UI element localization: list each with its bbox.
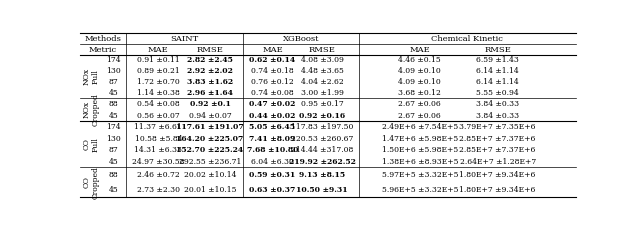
- Text: 5.96E+5 ±3.32E+5: 5.96E+5 ±3.32E+5: [381, 186, 458, 194]
- Text: 6.59 ±1.43: 6.59 ±1.43: [476, 56, 519, 64]
- Text: 10.58 ±5.84: 10.58 ±5.84: [134, 135, 182, 143]
- Text: 117.83 ±197.50: 117.83 ±197.50: [291, 123, 353, 131]
- Text: 2.73 ±2.30: 2.73 ±2.30: [137, 186, 180, 194]
- Text: 0.94 ±0.07: 0.94 ±0.07: [189, 112, 231, 119]
- Text: CO
Cropped: CO Cropped: [83, 166, 99, 199]
- Text: 2.49E+6 ±7.54E+5: 2.49E+6 ±7.54E+5: [381, 123, 458, 131]
- Text: 3.84 ±0.33: 3.84 ±0.33: [476, 100, 519, 108]
- Text: 2.46 ±0.72: 2.46 ±0.72: [137, 171, 180, 179]
- Text: 4.46 ±0.15: 4.46 ±0.15: [398, 56, 441, 64]
- Text: 2.67 ±0.06: 2.67 ±0.06: [398, 112, 441, 119]
- Text: 7.68 ±10.80: 7.68 ±10.80: [246, 146, 298, 154]
- Text: 292.55 ±236.71: 292.55 ±236.71: [179, 158, 241, 166]
- Text: SAINT: SAINT: [170, 35, 198, 43]
- Text: 4.04 ±2.62: 4.04 ±2.62: [301, 78, 344, 86]
- Text: 0.89 ±0.21: 0.89 ±0.21: [137, 67, 180, 75]
- Text: 130: 130: [106, 135, 121, 143]
- Text: RMSE: RMSE: [308, 45, 335, 54]
- Text: 45: 45: [109, 186, 118, 194]
- Text: 0.95 ±0.17: 0.95 ±0.17: [301, 100, 344, 108]
- Text: 5.55 ±0.94: 5.55 ±0.94: [476, 89, 519, 97]
- Text: 87: 87: [109, 146, 118, 154]
- Text: 5.05 ±6.45: 5.05 ±6.45: [250, 123, 296, 131]
- Text: 9.13 ±8.15: 9.13 ±8.15: [299, 171, 345, 179]
- Text: 117.61 ±191.07: 117.61 ±191.07: [176, 123, 244, 131]
- Text: 5.97E+5 ±3.32E+5: 5.97E+5 ±3.32E+5: [381, 171, 458, 179]
- Text: 1.80E+7 ±9.34E+6: 1.80E+7 ±9.34E+6: [460, 171, 536, 179]
- Text: 3.00 ±1.99: 3.00 ±1.99: [301, 89, 344, 97]
- Text: 1.50E+6 ±5.98E+5: 1.50E+6 ±5.98E+5: [381, 146, 458, 154]
- Text: 3.84 ±0.33: 3.84 ±0.33: [476, 112, 519, 119]
- Text: 88: 88: [109, 171, 118, 179]
- Text: 0.63 ±0.37: 0.63 ±0.37: [249, 186, 296, 194]
- Text: 2.67 ±0.06: 2.67 ±0.06: [398, 100, 441, 108]
- Text: 174: 174: [106, 56, 121, 64]
- Text: 3.83 ±1.62: 3.83 ±1.62: [187, 78, 233, 86]
- Text: 45: 45: [109, 158, 118, 166]
- Text: 4.48 ±3.65: 4.48 ±3.65: [301, 67, 344, 75]
- Text: 220.53 ±260.67: 220.53 ±260.67: [291, 135, 353, 143]
- Text: 2.64E+7 ±1.28E+7: 2.64E+7 ±1.28E+7: [460, 158, 536, 166]
- Text: 0.74 ±0.18: 0.74 ±0.18: [251, 67, 294, 75]
- Text: 0.54 ±0.08: 0.54 ±0.08: [137, 100, 180, 108]
- Text: XGBoost: XGBoost: [282, 35, 319, 43]
- Text: 88: 88: [109, 100, 118, 108]
- Text: 24.97 ±30.58: 24.97 ±30.58: [132, 158, 185, 166]
- Text: 0.47 ±0.02: 0.47 ±0.02: [249, 100, 296, 108]
- Text: 130: 130: [106, 67, 121, 75]
- Text: 1.14 ±0.38: 1.14 ±0.38: [137, 89, 180, 97]
- Text: 10.50 ±9.31: 10.50 ±9.31: [296, 186, 348, 194]
- Text: 214.44 ±317.08: 214.44 ±317.08: [291, 146, 353, 154]
- Text: 1.38E+6 ±8.93E+5: 1.38E+6 ±8.93E+5: [381, 158, 458, 166]
- Text: 0.62 ±0.14: 0.62 ±0.14: [250, 56, 296, 64]
- Text: 6.04 ±6.30: 6.04 ±6.30: [251, 158, 294, 166]
- Text: 3.79E+7 ±7.35E+6: 3.79E+7 ±7.35E+6: [460, 123, 536, 131]
- Text: Methods: Methods: [84, 35, 121, 43]
- Text: 20.02 ±10.14: 20.02 ±10.14: [184, 171, 236, 179]
- Text: 219.92 ±262.52: 219.92 ±262.52: [289, 158, 355, 166]
- Text: 0.92 ±0.1: 0.92 ±0.1: [189, 100, 230, 108]
- Text: 0.91 ±0.11: 0.91 ±0.11: [137, 56, 180, 64]
- Text: 3.68 ±0.12: 3.68 ±0.12: [398, 89, 441, 97]
- Text: 2.82 ±2.45: 2.82 ±2.45: [187, 56, 233, 64]
- Text: 0.74 ±0.08: 0.74 ±0.08: [251, 89, 294, 97]
- Text: 4.08 ±3.09: 4.08 ±3.09: [301, 56, 344, 64]
- Text: NOx
Full: NOx Full: [83, 68, 99, 85]
- Text: RMSE: RMSE: [484, 45, 511, 54]
- Text: 45: 45: [109, 112, 118, 119]
- Text: 174: 174: [106, 123, 121, 131]
- Text: 4.09 ±0.10: 4.09 ±0.10: [398, 67, 441, 75]
- Text: 2.92 ±2.02: 2.92 ±2.02: [187, 67, 233, 75]
- Text: 4.09 ±0.10: 4.09 ±0.10: [398, 78, 441, 86]
- Text: CO
Full: CO Full: [83, 137, 99, 152]
- Text: 20.01 ±10.15: 20.01 ±10.15: [184, 186, 236, 194]
- Text: 2.96 ±1.64: 2.96 ±1.64: [187, 89, 233, 97]
- Text: 2.85E+7 ±7.37E+6: 2.85E+7 ±7.37E+6: [460, 146, 536, 154]
- Text: 0.56 ±0.07: 0.56 ±0.07: [137, 112, 180, 119]
- Text: 1.47E+6 ±5.98E+5: 1.47E+6 ±5.98E+5: [381, 135, 458, 143]
- Text: 87: 87: [109, 78, 118, 86]
- Text: 11.37 ±6.61: 11.37 ±6.61: [134, 123, 182, 131]
- Text: 0.44 ±0.02: 0.44 ±0.02: [249, 112, 296, 119]
- Text: 1.80E+7 ±9.34E+6: 1.80E+7 ±9.34E+6: [460, 186, 536, 194]
- Text: 0.59 ±0.31: 0.59 ±0.31: [250, 171, 296, 179]
- Text: 7.41 ±8.09: 7.41 ±8.09: [250, 135, 296, 143]
- Text: 6.14 ±1.14: 6.14 ±1.14: [476, 78, 519, 86]
- Text: MAE: MAE: [148, 45, 169, 54]
- Text: 2.85E+7 ±7.37E+6: 2.85E+7 ±7.37E+6: [460, 135, 536, 143]
- Text: 0.92 ±0.16: 0.92 ±0.16: [299, 112, 345, 119]
- Text: NOx
Cropped: NOx Cropped: [83, 93, 99, 126]
- Text: Chemical Kinetic: Chemical Kinetic: [431, 35, 503, 43]
- Text: 6.14 ±1.14: 6.14 ±1.14: [476, 67, 519, 75]
- Text: MAE: MAE: [262, 45, 283, 54]
- Text: 152.70 ±225.24: 152.70 ±225.24: [177, 146, 244, 154]
- Text: 14.31 ±6.33: 14.31 ±6.33: [134, 146, 182, 154]
- Text: MAE: MAE: [410, 45, 430, 54]
- Text: 0.76 ±0.12: 0.76 ±0.12: [251, 78, 294, 86]
- Text: 164.20 ±225.07: 164.20 ±225.07: [176, 135, 244, 143]
- Text: RMSE: RMSE: [196, 45, 223, 54]
- Text: 1.72 ±0.70: 1.72 ±0.70: [137, 78, 180, 86]
- Text: Metric: Metric: [89, 45, 117, 54]
- Text: 45: 45: [109, 89, 118, 97]
